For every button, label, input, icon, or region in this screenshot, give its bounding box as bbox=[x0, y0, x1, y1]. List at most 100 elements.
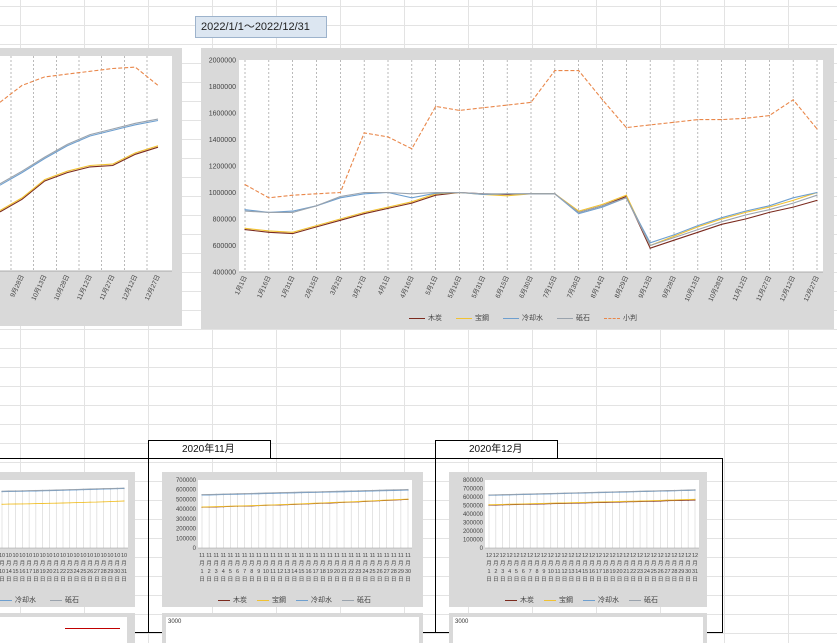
tab-2020-11[interactable]: 2020年11月 bbox=[148, 440, 271, 459]
x-tick-label: 12 bbox=[685, 553, 691, 559]
x-tick-label: 12 bbox=[671, 553, 677, 559]
x-tick-label: 17 bbox=[26, 569, 32, 575]
data-point-houzan bbox=[293, 503, 295, 505]
data-point-toseki bbox=[400, 489, 402, 491]
data-point-houzan bbox=[387, 206, 389, 208]
x-tick-label: 3 bbox=[215, 569, 218, 575]
x-tick-label: 24 bbox=[362, 569, 368, 575]
x-tick-label: 日 bbox=[582, 576, 588, 583]
x-tick-label: 日 bbox=[320, 576, 326, 583]
x-tick-label: 10 bbox=[33, 553, 39, 559]
chart-panel-left-partial[interactable]: 9月28日 10月13日 10月28日 11月12日 11月27日 12月12日 12月27… bbox=[0, 48, 182, 326]
x-tick-label: 月 bbox=[363, 560, 369, 567]
x-tick-label: 月 bbox=[270, 560, 276, 567]
x-tick-label: 日 bbox=[562, 576, 568, 583]
data-point-houzan bbox=[632, 500, 634, 502]
data-point-toseki bbox=[570, 492, 572, 494]
data-point-toseki bbox=[82, 488, 84, 490]
data-point-houzan bbox=[300, 503, 303, 505]
x-tick-label: 月 bbox=[644, 560, 650, 567]
x-tick-label: 1 bbox=[487, 569, 490, 575]
chart-panel-lower-left[interactable] bbox=[0, 613, 135, 643]
data-point-toseki bbox=[649, 244, 651, 247]
tab-2020-12[interactable]: 2020年12月 bbox=[435, 440, 558, 459]
data-point-houzan bbox=[272, 504, 274, 506]
x-tick-label: 月 bbox=[658, 560, 664, 567]
x-tick-label: 日 bbox=[637, 576, 643, 583]
x-tick-label: 月 bbox=[405, 560, 411, 567]
x-tick-label: 1月31日 bbox=[279, 274, 296, 299]
chart-panel-2020-12[interactable]: 0 100000 200000 300000 400000 500000 600000 700… bbox=[449, 472, 707, 607]
data-point-toseki bbox=[721, 221, 723, 223]
x-tick-label: 12 bbox=[561, 569, 567, 575]
x-tick-label: 11 bbox=[199, 553, 205, 559]
x-tick-label: 12 bbox=[596, 553, 602, 559]
x-tick-label: 月 bbox=[486, 560, 492, 567]
x-tick-label: 日 bbox=[363, 576, 369, 583]
x-tick-label: 日 bbox=[87, 576, 93, 583]
data-point-mokutan bbox=[721, 223, 723, 225]
x-tick-label: 月 bbox=[327, 560, 333, 567]
x-tick-label: 月 bbox=[398, 560, 404, 567]
x-tick-label: 日 bbox=[114, 576, 120, 583]
data-point-toseki bbox=[792, 202, 794, 204]
y-tick-label: 1400000 bbox=[209, 137, 236, 144]
data-point-koban bbox=[792, 99, 794, 101]
data-point-toseki bbox=[697, 229, 699, 231]
chart-panel-lower-nov[interactable]: 3000 bbox=[162, 613, 423, 643]
x-tick-label: 月 bbox=[20, 560, 26, 567]
data-point-toseki bbox=[502, 494, 504, 496]
data-point-reikyakusui bbox=[601, 206, 604, 208]
data-point-koban bbox=[768, 115, 770, 117]
data-point-koban bbox=[816, 128, 818, 130]
data-point-reikyakusui bbox=[649, 242, 651, 244]
data-point-toseki bbox=[371, 489, 374, 491]
chart-panel-lower-dec[interactable]: 3000 bbox=[449, 613, 707, 643]
x-tick-label: 11 bbox=[355, 553, 361, 559]
x-tick-label: 日 bbox=[108, 576, 114, 583]
x-tick-label: 月 bbox=[500, 560, 506, 567]
x-tick-label: 10月28日 bbox=[707, 274, 726, 302]
chart-panel-main-2022[interactable]: 400000 600000 800000 1000000 1200000 1400000 1… bbox=[201, 48, 834, 329]
data-point-reikyakusui bbox=[578, 213, 580, 215]
x-tick-label: 20 bbox=[616, 569, 622, 575]
data-point-houzan bbox=[584, 501, 586, 503]
x-tick-label: 27 bbox=[384, 569, 390, 575]
y-tick-label: 100000 bbox=[463, 538, 484, 544]
chart-panel-2020-11[interactable]: 0 100000 200000 300000 400000 500000 600000 700… bbox=[162, 472, 423, 607]
y-tick-label: 1600000 bbox=[209, 111, 236, 118]
data-point-houzan bbox=[339, 218, 341, 220]
data-point-houzan bbox=[506, 195, 508, 197]
legend-item-mokutan: 木炭 bbox=[505, 595, 534, 605]
x-tick-label: 12 bbox=[664, 553, 670, 559]
x-tick-label: 月 bbox=[228, 560, 234, 567]
series-line-houzan bbox=[0, 145, 159, 211]
x-tick-label: 11 bbox=[242, 553, 248, 559]
x-tick-label: 月 bbox=[521, 560, 527, 567]
x-tick-label: 12 bbox=[582, 553, 588, 559]
series-line-koban bbox=[0, 66, 159, 103]
data-point-koban bbox=[339, 191, 341, 194]
y-tick-label: 500000 bbox=[463, 504, 484, 510]
x-tick-label: 24 bbox=[644, 569, 650, 575]
data-point-toseki bbox=[506, 193, 508, 195]
data-point-houzan bbox=[550, 502, 552, 504]
data-point-koban bbox=[292, 194, 294, 196]
x-tick-label: 日 bbox=[306, 576, 312, 583]
x-tick-label: 月 bbox=[624, 560, 630, 567]
x-tick-label: 18 bbox=[33, 569, 39, 575]
data-point-toseki bbox=[1, 490, 3, 492]
data-point-mokutan bbox=[268, 231, 270, 233]
data-point-toseki bbox=[364, 489, 366, 492]
data-point-houzan bbox=[364, 500, 366, 502]
chart-main-2022: 400000 600000 800000 1000000 1200000 1400000 1… bbox=[209, 58, 823, 303]
date-range-label[interactable]: 2022/1/1～2022/12/31 bbox=[195, 16, 327, 38]
x-tick-label: 月 bbox=[101, 560, 107, 567]
x-tick-label: 月 bbox=[306, 560, 312, 567]
data-point-mokutan bbox=[387, 207, 389, 209]
x-tick-label: 12 bbox=[623, 553, 629, 559]
x-tick-label: 月 bbox=[576, 560, 582, 567]
chart-panel-oct-partial[interactable]: 10 月 10 日 10 月 14 日 10 月 15 日 10 月 16 日 10 月 17 日 10 月 18 日 10 月 1… bbox=[0, 472, 135, 607]
x-tick-label: 月 bbox=[651, 560, 657, 567]
x-tick-label: 日 bbox=[6, 576, 12, 583]
